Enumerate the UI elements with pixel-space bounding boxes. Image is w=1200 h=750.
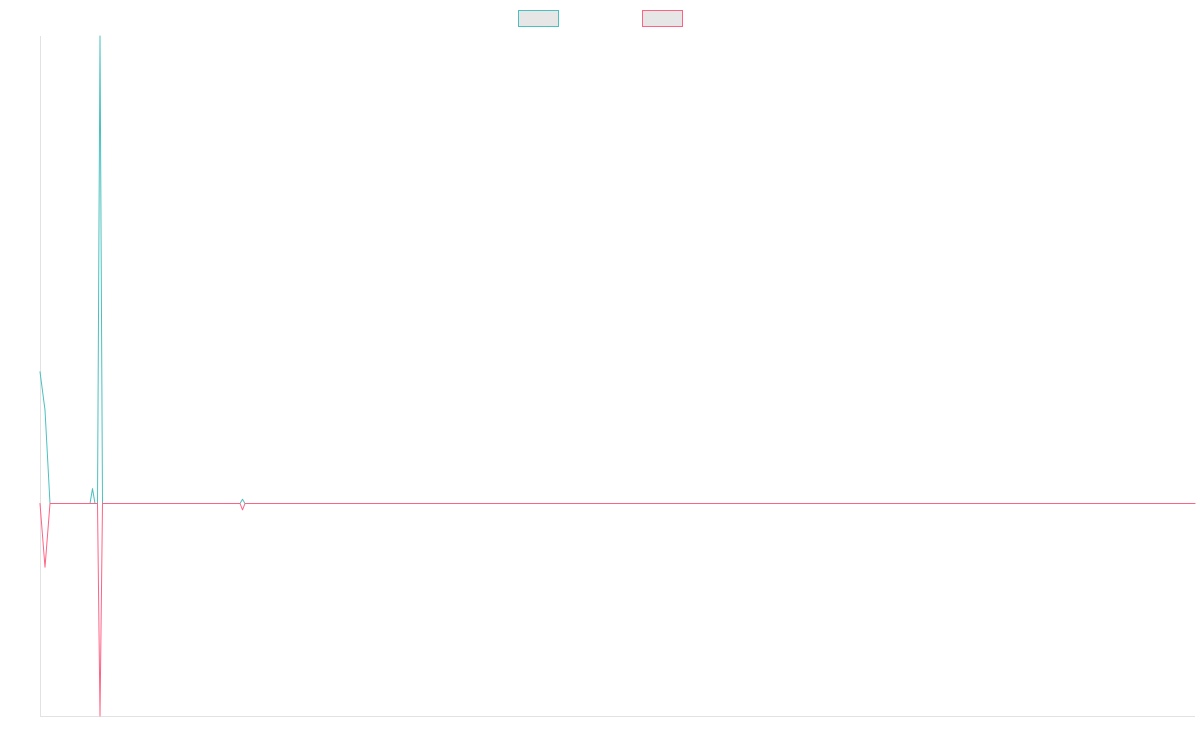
axes — [40, 36, 1195, 717]
series-line-1 — [39, 35, 1196, 504]
legend — [518, 10, 683, 27]
series-line-2 — [39, 503, 1196, 717]
series-layer — [39, 35, 1196, 717]
legend-swatch-1[interactable] — [518, 10, 559, 27]
legend-swatch-2[interactable] — [642, 10, 683, 27]
